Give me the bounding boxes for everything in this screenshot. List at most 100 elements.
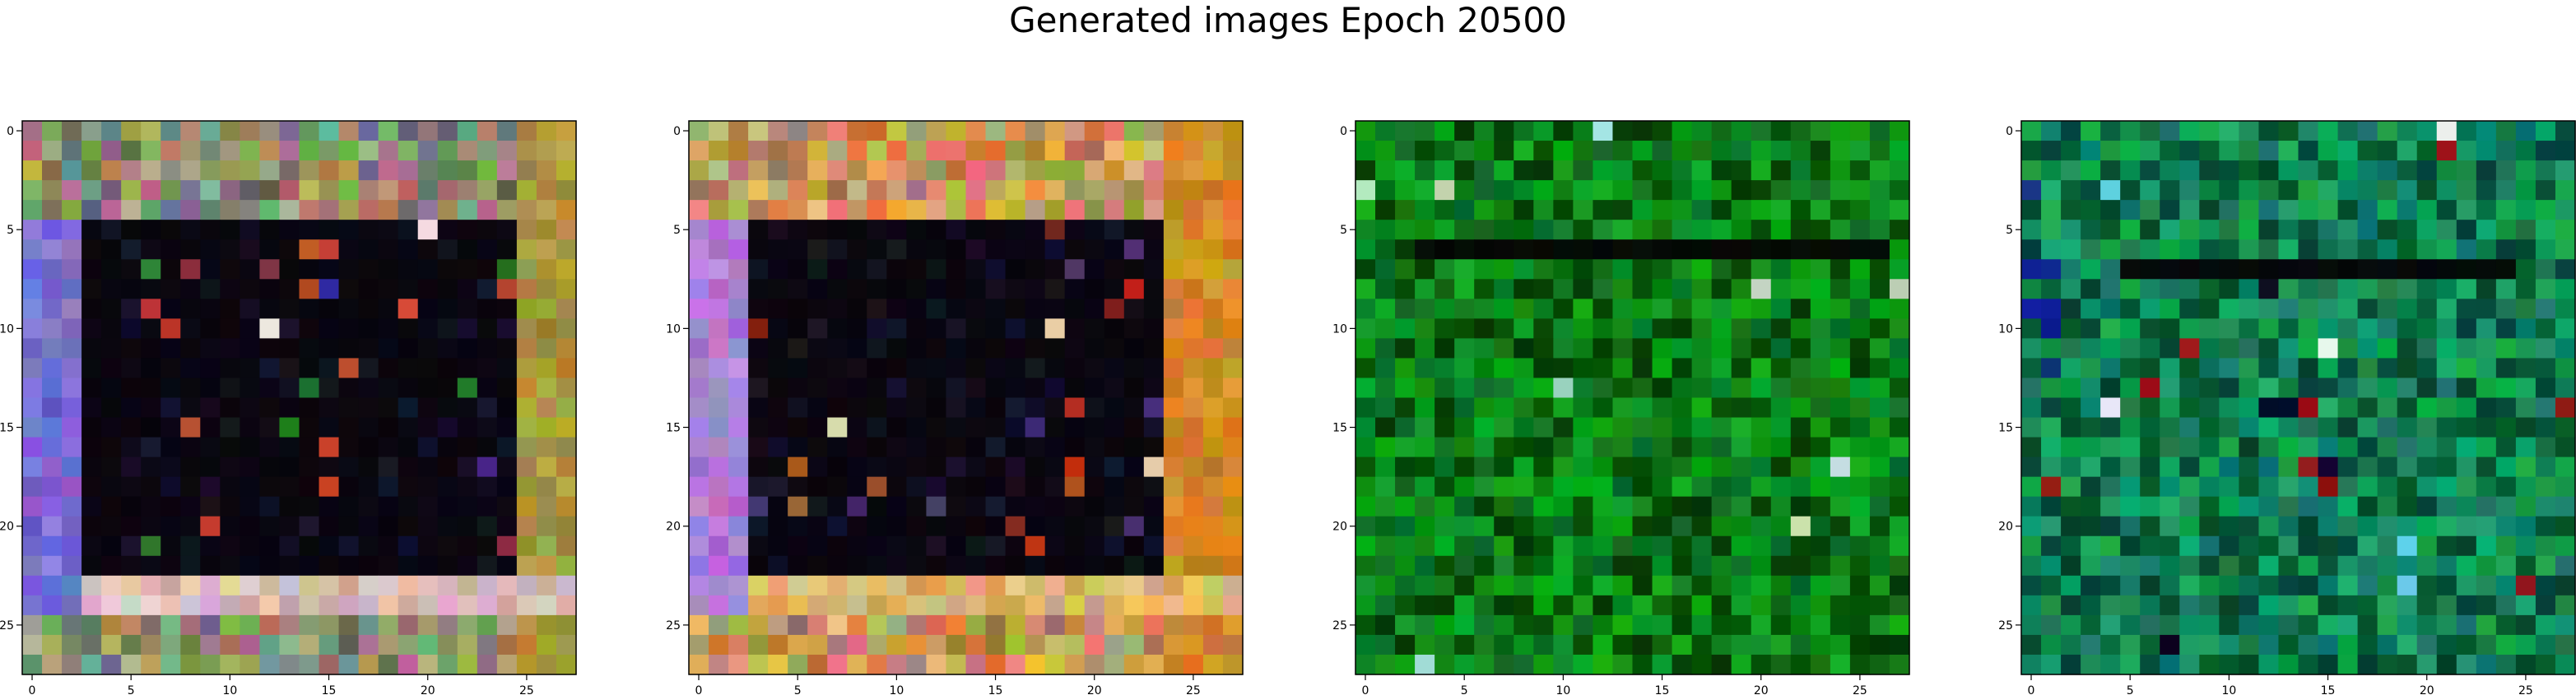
image-pixel [2041, 358, 2062, 379]
image-pixel [1612, 279, 1634, 299]
image-pixel [1593, 614, 1614, 636]
image-pixel [1810, 516, 1831, 537]
image-pixel [1632, 220, 1653, 240]
image-pixel [2515, 318, 2536, 339]
image-pixel [827, 239, 848, 260]
image-pixel [62, 220, 82, 240]
image-pixel [906, 239, 928, 260]
image-pixel [1375, 239, 1396, 260]
image-pixel [2515, 476, 2536, 498]
image-pixel [220, 121, 240, 141]
image-pixel [1553, 555, 1574, 577]
image-pixel [2495, 417, 2517, 438]
image-pixel [398, 180, 419, 201]
image-pixel [2160, 476, 2180, 498]
image-pixel [2100, 456, 2121, 478]
axes-frame [688, 120, 1244, 675]
image-pixel [1222, 575, 1244, 596]
image-pixel [847, 555, 867, 577]
image-pixel [398, 121, 419, 141]
image-pixel [1104, 575, 1125, 596]
image-pixel [2416, 378, 2438, 399]
image-pixel [886, 575, 907, 596]
image-pixel [1434, 614, 1455, 636]
image-pixel [1889, 160, 1910, 181]
image-pixel [1395, 358, 1416, 379]
image-pixel [2357, 456, 2378, 478]
image-pixel [1355, 634, 1376, 656]
image-pixel [867, 180, 887, 201]
image-pixel [788, 220, 808, 240]
image-pixel [220, 338, 240, 359]
image-pixel [299, 634, 320, 656]
image-pixel [1533, 634, 1554, 656]
image-pixel [2397, 516, 2418, 537]
image-pixel [2179, 160, 2200, 181]
image-pixel [220, 180, 240, 201]
image-pixel [1810, 141, 1831, 161]
image-pixel [965, 476, 987, 498]
image-pixel [728, 555, 749, 577]
x-tick-label: 10 [2221, 684, 2236, 695]
image-pixel [477, 358, 498, 379]
image-pixel [160, 476, 181, 498]
image-pixel [2120, 397, 2141, 419]
image-pixel [709, 555, 729, 577]
image-pixel [2377, 121, 2398, 141]
image-pixel [2337, 318, 2359, 339]
image-pixel [22, 239, 43, 260]
image-pixel [2397, 141, 2418, 161]
image-pixel [1731, 417, 1752, 438]
image-pixel [536, 180, 557, 201]
image-pixel [965, 141, 987, 161]
image-pixel [378, 516, 399, 537]
image-pixel [1395, 634, 1416, 656]
image-pixel [1533, 200, 1554, 220]
image-pixel [1751, 476, 1772, 498]
image-pixel [1672, 378, 1693, 399]
image-pixel [1869, 378, 1890, 399]
image-pixel [279, 239, 300, 260]
image-pixel [709, 279, 729, 299]
image-pixel [788, 318, 808, 339]
image-pixel [1810, 358, 1831, 379]
image-pixel [1005, 496, 1026, 517]
image-pixel [906, 397, 928, 419]
image-pixel [1064, 654, 1086, 675]
image-pixel [1494, 575, 1514, 596]
image-pixel [1533, 397, 1554, 419]
image-pixel [1084, 239, 1105, 260]
image-pixel [496, 654, 518, 675]
image-pixel [1183, 239, 1204, 260]
image-pixel [81, 141, 102, 161]
image-pixel [2318, 299, 2339, 319]
image-pixel [2318, 595, 2339, 616]
image-pixel [827, 437, 848, 458]
image-pixel [1652, 299, 1673, 319]
image-pixel [1025, 338, 1046, 359]
image-pixel [1395, 614, 1416, 636]
image-pixel [2555, 378, 2576, 399]
image-pixel [2258, 516, 2280, 537]
image-pixel [1025, 614, 1046, 636]
image-pixel [1652, 160, 1673, 181]
image-pixel [1533, 496, 1554, 517]
image-pixel [2179, 496, 2200, 517]
image-pixel [1123, 575, 1145, 596]
image-pixel [1751, 535, 1772, 557]
image-pixel [748, 239, 769, 260]
image-pixel [2258, 299, 2280, 319]
image-pixel [299, 160, 320, 181]
image-pixel [985, 516, 1007, 537]
image-pixel [1434, 358, 1455, 379]
image-pixel [2140, 555, 2160, 577]
image-pixel [1474, 456, 1495, 478]
image-pixel [2081, 654, 2101, 675]
image-pixel [437, 555, 458, 577]
image-pixel [1395, 160, 1416, 181]
image-pixel [279, 417, 300, 438]
image-pixel [1474, 634, 1495, 656]
image-pixel [1691, 200, 1713, 220]
image-pixel [946, 397, 967, 419]
image-pixel [2081, 299, 2101, 319]
